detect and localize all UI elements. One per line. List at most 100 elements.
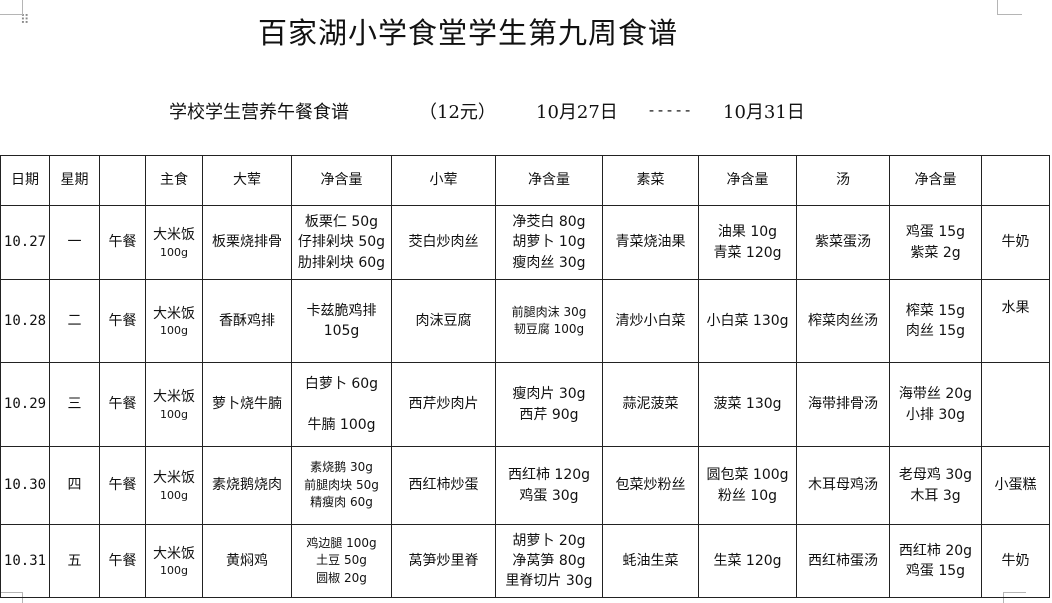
cell-staple: 大米饭 100g <box>145 446 203 525</box>
cell-date: 10.27 <box>0 205 50 280</box>
cell-date: 10.28 <box>0 279 50 363</box>
qty-line: 仔排剁块 50g <box>297 234 386 251</box>
page-corner-mark <box>997 0 1022 15</box>
cell-main-qty: 白萝卜 60g 牛腩 100g <box>291 362 392 447</box>
cell-date: 10.31 <box>0 524 50 598</box>
header-date: 日期 <box>0 155 50 206</box>
qty-line: 前腿肉块 50g <box>304 477 379 492</box>
qty-line: 胡萝卜 20g <box>512 532 586 549</box>
qty-line: 西红柿 120g <box>507 467 591 484</box>
cell-soup: 西红柿蛋汤 <box>796 524 890 598</box>
cell-meal: 午餐 <box>99 524 146 598</box>
qty-line: 净茭白 80g <box>512 214 586 231</box>
cell-weekday: 三 <box>49 362 100 447</box>
menu-table: 日期 星期 主食 大荤 净含量 小荤 净含量 素菜 净含量 汤 净含量 10.2… <box>0 155 1050 598</box>
subtitle-name: 学校学生营养午餐食谱 <box>169 102 349 123</box>
header-meal <box>99 155 146 206</box>
cell-weekday: 一 <box>49 205 100 280</box>
staple-name: 大米饭 <box>153 470 195 487</box>
header-side-qty: 净含量 <box>495 155 603 206</box>
qty-line: 生菜 120g <box>713 552 782 569</box>
document-title: 百家湖小学食堂学生第九周食谱 <box>258 16 679 50</box>
cell-side-qty: 净茭白 80g 胡萝卜 10g 瘦肉丝 30g <box>495 205 603 280</box>
qty-line: 卡兹脆鸡排 <box>306 302 377 319</box>
qty-line: 老母鸡 30g <box>898 467 973 484</box>
staple-qty: 100g <box>160 407 188 421</box>
cell-veg-dish: 蚝油生菜 <box>602 524 699 598</box>
cell-side-qty: 瘦肉片 30g 西芹 90g <box>495 362 603 447</box>
qty-line: 韧豆腐 100g <box>513 322 585 336</box>
qty-line: 105g <box>323 323 360 339</box>
cell-main-qty: 素烧鹅 30g 前腿肉块 50g 精瘦肉 60g <box>291 446 392 525</box>
qty-line: 胡萝卜 10g <box>512 234 586 251</box>
cell-meal: 午餐 <box>99 279 146 363</box>
qty-line: 瘦肉片 30g <box>512 386 586 403</box>
cell-main-dish: 香酥鸡排 <box>202 279 292 363</box>
cell-veg-dish: 清炒小白菜 <box>602 279 699 363</box>
cell-main-dish: 板栗烧排骨 <box>202 205 292 280</box>
header-veg-dish: 素菜 <box>602 155 699 206</box>
staple-qty: 100g <box>160 488 188 502</box>
cell-side-dish: 西红柿炒蛋 <box>391 446 496 525</box>
cell-extra: 牛奶 <box>981 524 1050 598</box>
table-row: 10.28 二 午餐 大米饭 100g 香酥鸡排 卡兹脆鸡排 105g 肉沫豆腐 前… <box>0 279 1050 363</box>
subtitle-price: （12元） <box>419 102 496 123</box>
qty-line: 前腿肉沫 30g <box>511 304 587 319</box>
table-move-handle-icon[interactable]: ⠿ <box>20 13 31 28</box>
qty-line <box>293 395 391 415</box>
staple-qty: 100g <box>160 564 188 577</box>
header-side-dish: 小荤 <box>391 155 496 206</box>
qty-line: 小白菜 130g <box>706 312 789 329</box>
header-main-qty: 净含量 <box>291 155 392 206</box>
qty-line: 素烧鹅 30g <box>310 460 373 475</box>
cell-veg-dish: 青菜烧油果 <box>602 205 699 280</box>
cell-side-dish: 西芹炒肉片 <box>391 362 496 447</box>
qty-line: 油果 10g <box>717 224 778 241</box>
cell-soup: 紫菜蛋汤 <box>796 205 890 280</box>
header-extra <box>981 155 1050 206</box>
cell-main-dish: 萝卜烧牛腩 <box>202 362 292 447</box>
header-veg-qty: 净含量 <box>698 155 797 206</box>
subtitle-dash: ----- <box>647 101 693 119</box>
cell-staple: 大米饭 100g <box>145 279 203 363</box>
cell-main-qty: 板栗仁 50g 仔排剁块 50g 肋排剁块 60g <box>291 205 392 280</box>
header-main-dish: 大荤 <box>202 155 292 206</box>
qty-line: 精瘦肉 60g <box>310 495 373 510</box>
cell-date: 10.30 <box>0 446 50 525</box>
cell-veg-dish: 蒜泥菠菜 <box>602 362 699 447</box>
qty-line: 榨菜 15g <box>905 302 966 319</box>
cell-soup-qty: 西红柿 20g 鸡蛋 15g <box>889 524 982 598</box>
cell-side-dish: 茭白炒肉丝 <box>391 205 496 280</box>
cell-extra: 水果 <box>981 279 1050 363</box>
qty-line: 菠菜 130g <box>713 396 782 413</box>
qty-line: 粉丝 10g <box>717 487 778 504</box>
cell-soup: 榨菜肉丝汤 <box>796 279 890 363</box>
cell-veg-qty: 生菜 120g <box>698 524 797 598</box>
cell-soup-qty: 榨菜 15g 肉丝 15g <box>889 279 982 363</box>
cell-soup-qty: 海带丝 20g 小排 30g <box>889 362 982 447</box>
qty-line: 净莴笋 80g <box>512 552 586 569</box>
table-row: 10.29 三 午餐 大米饭 100g 萝卜烧牛腩 白萝卜 60g 牛腩 100g … <box>0 362 1050 447</box>
cell-side-qty: 西红柿 120g 鸡蛋 30g <box>495 446 603 525</box>
cell-weekday: 四 <box>49 446 100 525</box>
qty-line: 西芹 90g <box>519 406 579 423</box>
qty-line: 圆包菜 100g <box>706 467 789 484</box>
cell-side-dish: 莴笋炒里脊 <box>391 524 496 598</box>
header-weekday: 星期 <box>49 155 100 206</box>
header-soup: 汤 <box>796 155 890 206</box>
table-row: 10.27 一 午餐 大米饭 100g 板栗烧排骨 板栗仁 50g 仔排剁块 50g… <box>0 205 1050 280</box>
cell-soup-qty: 鸡蛋 15g 紫菜 2g <box>889 205 982 280</box>
qty-line: 里脊切片 30g <box>505 573 593 590</box>
qty-line: 肋排剁块 60g <box>297 254 386 271</box>
cell-date: 10.29 <box>0 362 50 447</box>
subtitle-start-date: 10月27日 <box>536 102 618 123</box>
staple-qty: 100g <box>160 245 188 259</box>
qty-line: 瘦肉丝 30g <box>512 254 586 271</box>
staple-name: 大米饭 <box>153 227 195 244</box>
qty-line: 鸡蛋 30g <box>519 487 579 504</box>
qty-line: 鸡蛋 15g <box>905 224 966 241</box>
cell-side-qty: 前腿肉沫 30g 韧豆腐 100g <box>495 279 603 363</box>
cell-veg-qty: 菠菜 130g <box>698 362 797 447</box>
cell-veg-dish: 包菜炒粉丝 <box>602 446 699 525</box>
cell-staple: 大米饭 100g <box>145 362 203 447</box>
